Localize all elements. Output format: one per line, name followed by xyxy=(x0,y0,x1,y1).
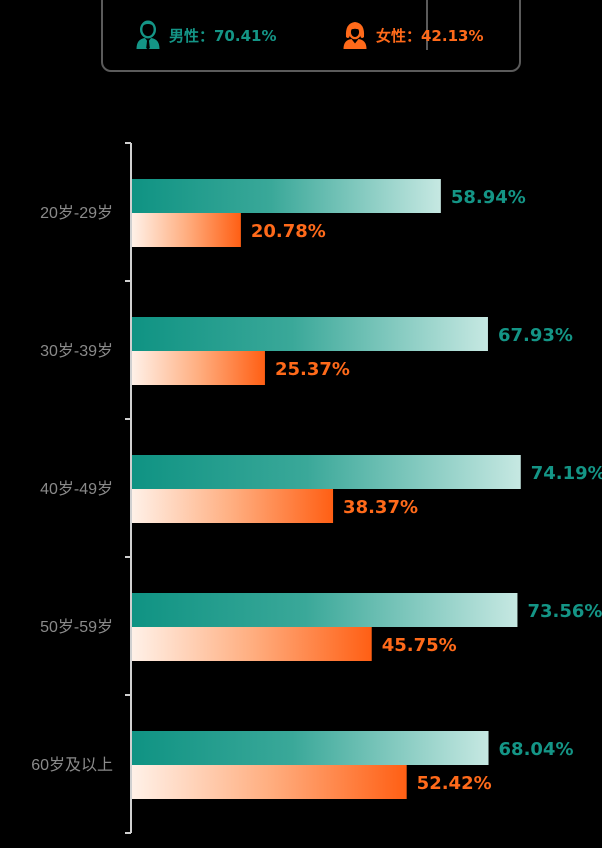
bar-male xyxy=(132,179,441,213)
category-label: 20岁-29岁 xyxy=(40,204,113,222)
data-label-male: 74.19% xyxy=(531,463,602,484)
data-label-male: 73.56% xyxy=(527,601,602,622)
legend-item-male: 男性：70.41% xyxy=(135,19,276,51)
bars-layer xyxy=(132,179,521,799)
data-label-female: 25.37% xyxy=(275,359,350,380)
bar-female xyxy=(132,765,407,799)
legend-female-label: 女性：42.13% xyxy=(376,26,484,45)
data-label-male: 67.93% xyxy=(498,325,573,346)
legend-item-female: 女性：42.13% xyxy=(342,19,483,51)
data-label-female: 45.75% xyxy=(382,635,457,656)
bar-female xyxy=(132,351,265,385)
data-label-female: 38.37% xyxy=(343,497,418,518)
bar-male xyxy=(132,317,488,351)
bar-male xyxy=(132,731,489,765)
legend-male-label: 男性：70.41% xyxy=(169,26,277,45)
bar-female xyxy=(132,489,334,523)
legend-box xyxy=(101,0,521,72)
category-label: 40岁-49岁 xyxy=(40,480,113,498)
y-axis xyxy=(125,142,132,834)
bar-male xyxy=(132,455,521,489)
bar-female xyxy=(132,213,241,247)
category-label: 50岁-59岁 xyxy=(40,618,113,636)
data-label-female: 52.42% xyxy=(417,773,492,794)
bar-male xyxy=(132,593,518,627)
data-label-male: 58.94% xyxy=(451,187,526,208)
labels-layer: 20岁-29岁 58.94% 20.78% 30岁-39岁 67.93% 25.37% 40… xyxy=(31,187,602,794)
data-label-male: 68.04% xyxy=(499,739,574,760)
category-label: 30岁-39岁 xyxy=(40,342,113,360)
bar-female xyxy=(132,627,372,661)
category-label: 60岁及以上 xyxy=(31,756,113,774)
female-user-icon xyxy=(343,22,367,49)
male-user-icon xyxy=(136,20,160,50)
data-label-female: 20.78% xyxy=(251,221,326,242)
legend-divider xyxy=(426,0,428,50)
